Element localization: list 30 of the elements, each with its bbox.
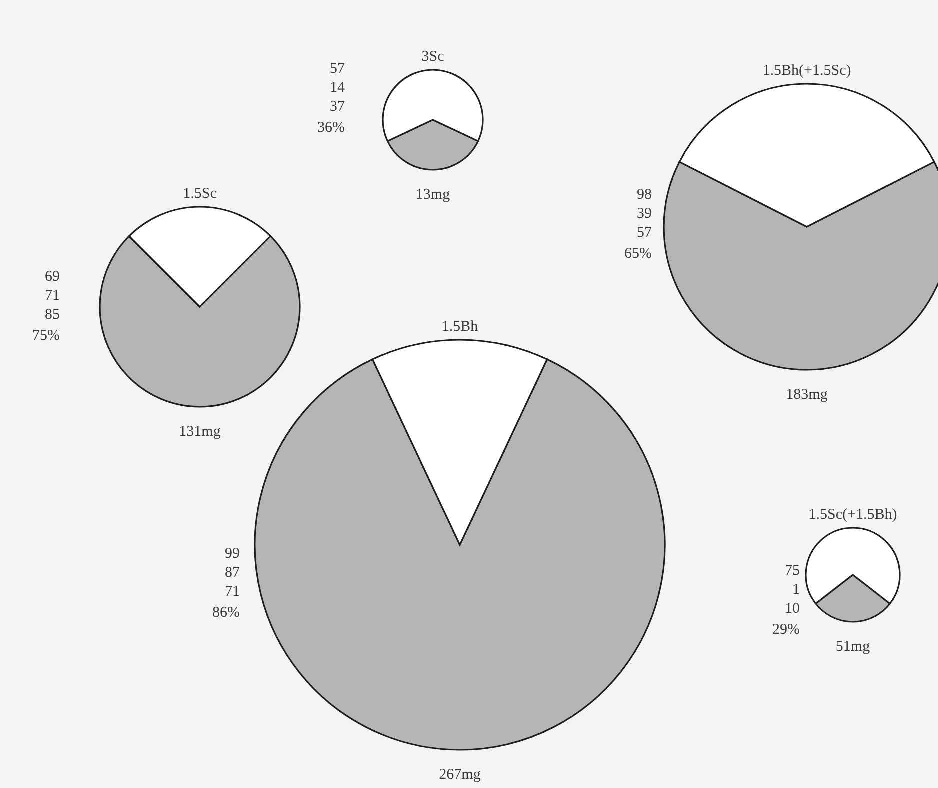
text: 36% bbox=[318, 120, 345, 136]
text: 65% bbox=[624, 246, 652, 262]
text: 14 bbox=[330, 80, 346, 96]
text: 51mg bbox=[836, 639, 871, 655]
text: 1 bbox=[792, 582, 800, 598]
text: 85 bbox=[45, 307, 60, 323]
text: 75 bbox=[785, 563, 800, 579]
text: 71 bbox=[225, 584, 240, 600]
text: 99 bbox=[225, 546, 240, 562]
text: 183mg bbox=[786, 387, 828, 403]
text: 267mg bbox=[439, 767, 482, 783]
text: 98 bbox=[637, 187, 652, 203]
text: 57 bbox=[330, 61, 346, 77]
text: 10 bbox=[785, 601, 800, 617]
text: 86% bbox=[212, 605, 240, 621]
text: 13mg bbox=[416, 187, 451, 203]
chart-title: 1.5Sc bbox=[183, 186, 218, 202]
chart-title: 1.5Bh bbox=[442, 319, 479, 335]
text: 87 bbox=[225, 565, 240, 581]
text: 39 bbox=[637, 206, 652, 222]
text: 29% bbox=[772, 622, 800, 638]
chart-title: 1.5Sc(+1.5Bh) bbox=[808, 507, 898, 523]
text: 69 bbox=[45, 269, 60, 285]
text: 131mg bbox=[179, 424, 222, 440]
chart-title: 1.5Bh(+1.5Sc) bbox=[762, 63, 852, 79]
text: 71 bbox=[45, 288, 60, 304]
text: 75% bbox=[32, 328, 60, 344]
chart-title: 3Sc bbox=[422, 49, 445, 65]
text: 37 bbox=[330, 99, 346, 115]
text: 57 bbox=[637, 225, 652, 241]
